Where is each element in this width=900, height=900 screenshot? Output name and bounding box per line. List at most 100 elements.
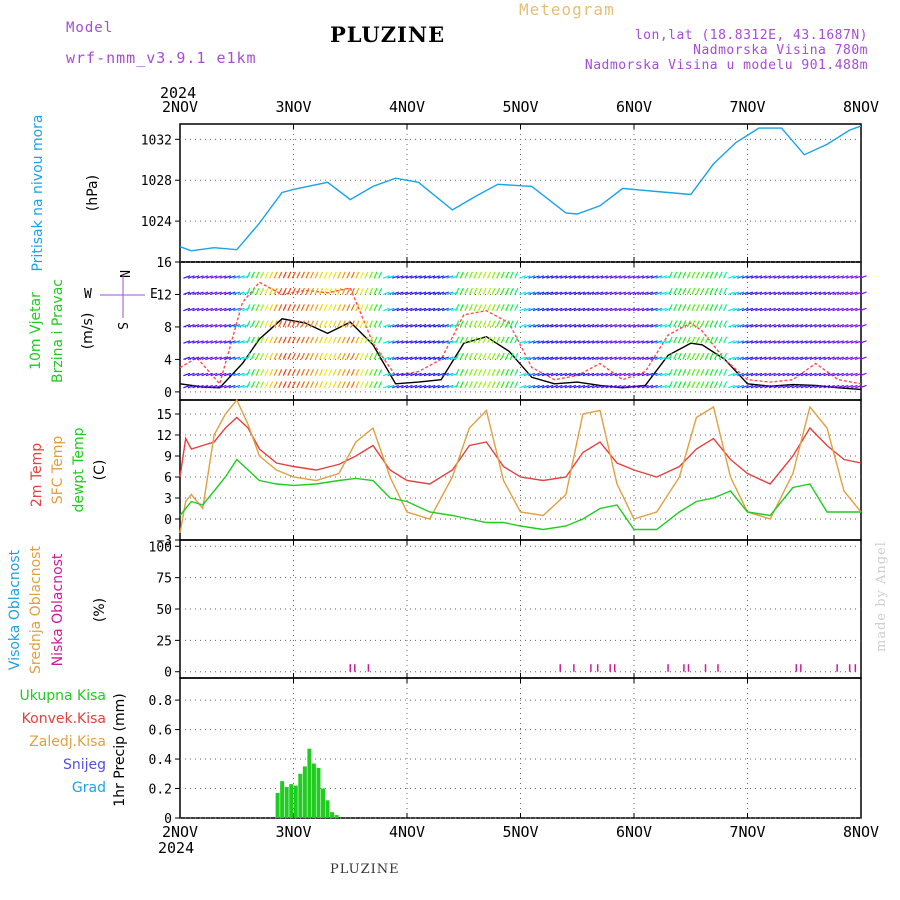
wind-barb (477, 352, 483, 360)
wind-barb (655, 307, 663, 312)
wind-barb (560, 275, 568, 279)
wind-barb (596, 291, 604, 296)
wind-barb (673, 271, 678, 279)
wind-barb (700, 336, 705, 344)
wind-barb (446, 291, 454, 296)
wind-barb (587, 356, 595, 360)
wind-barb (373, 320, 378, 328)
pressure-ylabel: Pritisak na nivou mora (30, 114, 46, 271)
wind-barb (823, 275, 831, 279)
wind-barb (523, 291, 531, 296)
wind-barb (655, 384, 663, 389)
wind-barb (695, 352, 700, 360)
wind-barb (650, 323, 658, 328)
wind-barb (291, 336, 296, 344)
wind-barb (237, 323, 245, 328)
wind-barb (682, 287, 687, 295)
wind-barb (323, 381, 328, 389)
wind-barb (446, 340, 454, 344)
wind-barb (541, 384, 549, 389)
wind-barb (455, 369, 460, 376)
wind-barb (609, 323, 617, 328)
wind-barb (328, 352, 333, 360)
wind-barb (827, 356, 835, 360)
wind-barb (632, 384, 640, 389)
wind-barb (709, 320, 714, 328)
wind-barb (628, 372, 636, 377)
wind-barb (532, 372, 540, 377)
wind-barb (682, 271, 687, 279)
wind-barb (477, 369, 483, 376)
wind-barb (405, 384, 413, 389)
wind-barb (623, 275, 631, 279)
wind-barb (309, 287, 315, 295)
precip-bar (325, 800, 330, 818)
wind-barb (491, 320, 496, 328)
wind-barb (519, 340, 527, 344)
wind-barb (578, 340, 586, 344)
wind-barb (677, 369, 682, 376)
wind-barb (850, 356, 858, 360)
wind-barb (319, 352, 324, 360)
wind-barb (487, 336, 492, 344)
wind-barb (668, 287, 673, 295)
station-title: PLUZINE (330, 22, 446, 47)
wind-barb (841, 384, 849, 389)
wind-barb (278, 336, 283, 344)
x-tick-bottom-8NOV: 8NOV (843, 823, 879, 841)
wind-barb (623, 356, 631, 360)
wind-barb (296, 369, 301, 376)
wind-barb (500, 369, 505, 376)
wind-barb (564, 372, 572, 377)
wind-barb (609, 291, 617, 296)
wind-unit: (m/s) (80, 313, 96, 350)
wind-barb (309, 304, 315, 311)
wind-barb (405, 291, 413, 296)
wind-barb (201, 275, 209, 279)
wind-barb (473, 336, 478, 344)
wind-barb (677, 352, 682, 360)
wind-barb (560, 307, 568, 312)
wind-barb (619, 323, 627, 328)
wind-barb (859, 275, 867, 279)
temp-ylabel: 2m Temp (29, 443, 45, 507)
wind-barb (532, 291, 540, 296)
wind-barb (446, 307, 454, 312)
wind-barb (836, 356, 844, 360)
wind-barb (378, 320, 383, 328)
wind-barb (192, 323, 200, 328)
wind-barb (695, 320, 700, 328)
wind-barb (600, 340, 608, 344)
wind-barb (695, 271, 700, 279)
wind-barb (587, 291, 595, 296)
wind-barb (496, 352, 501, 360)
wind-barb (591, 323, 599, 328)
wind-barb (269, 369, 274, 376)
wind-barb (382, 356, 390, 360)
wind-barb (410, 356, 418, 360)
wind-barb (714, 304, 719, 311)
wind-barb (791, 275, 799, 279)
wind-barb (591, 384, 599, 389)
wind-barb (382, 340, 390, 344)
wind-barb (392, 323, 400, 328)
wind-barb (401, 307, 409, 312)
wind-barb (709, 381, 714, 389)
wind-barb (359, 381, 364, 389)
wind-barb (373, 271, 378, 279)
wind-barb (432, 356, 440, 360)
wind-barb (691, 287, 696, 295)
wind-barb (282, 381, 287, 389)
wind-barb (401, 372, 409, 377)
wind-barb (546, 275, 554, 279)
wind-barb (183, 307, 191, 312)
wind-barb (196, 323, 204, 328)
wind-barb (732, 372, 740, 377)
wind-barb (201, 356, 209, 360)
wind-barb (523, 323, 531, 328)
wind-barb (323, 304, 328, 311)
wind-barb (746, 275, 754, 279)
wind-barb (432, 307, 440, 312)
wind-barb (205, 384, 213, 389)
wind-barb (441, 340, 449, 344)
